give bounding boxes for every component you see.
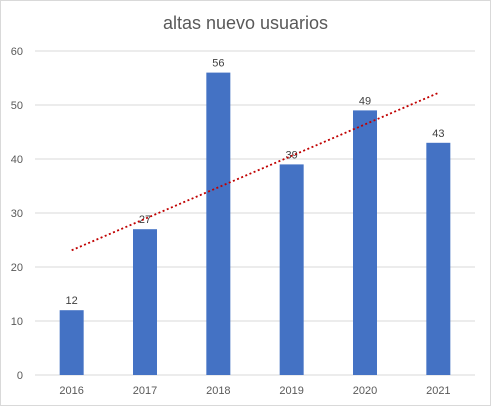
y-tick-label: 40 bbox=[11, 154, 23, 166]
x-tick-label: 2016 bbox=[59, 385, 83, 397]
data-label: 56 bbox=[212, 58, 224, 70]
y-tick-label: 60 bbox=[11, 46, 23, 58]
bar bbox=[279, 164, 304, 375]
x-tick-label: 2017 bbox=[133, 385, 157, 397]
x-tick-label: 2020 bbox=[353, 385, 377, 397]
x-tick-label: 2021 bbox=[426, 385, 450, 397]
y-tick-label: 10 bbox=[11, 316, 23, 328]
data-label: 27 bbox=[139, 214, 151, 226]
y-tick-label: 30 bbox=[11, 208, 23, 220]
data-label: 49 bbox=[359, 95, 371, 107]
bar bbox=[353, 110, 377, 376]
x-tick-label: 2018 bbox=[206, 385, 230, 397]
bar bbox=[59, 310, 84, 375]
x-tick-label: 2019 bbox=[279, 385, 303, 397]
trendline bbox=[71, 92, 439, 252]
chart-title: altas nuevo usuarios bbox=[162, 13, 329, 33]
bar bbox=[133, 229, 157, 375]
y-tick-label: 50 bbox=[11, 100, 23, 112]
data-label: 12 bbox=[66, 295, 78, 307]
data-label: 43 bbox=[432, 128, 444, 140]
y-tick-label: 20 bbox=[11, 262, 23, 274]
bar bbox=[426, 142, 451, 375]
y-tick-label: 0 bbox=[17, 370, 23, 382]
bar bbox=[206, 72, 231, 375]
